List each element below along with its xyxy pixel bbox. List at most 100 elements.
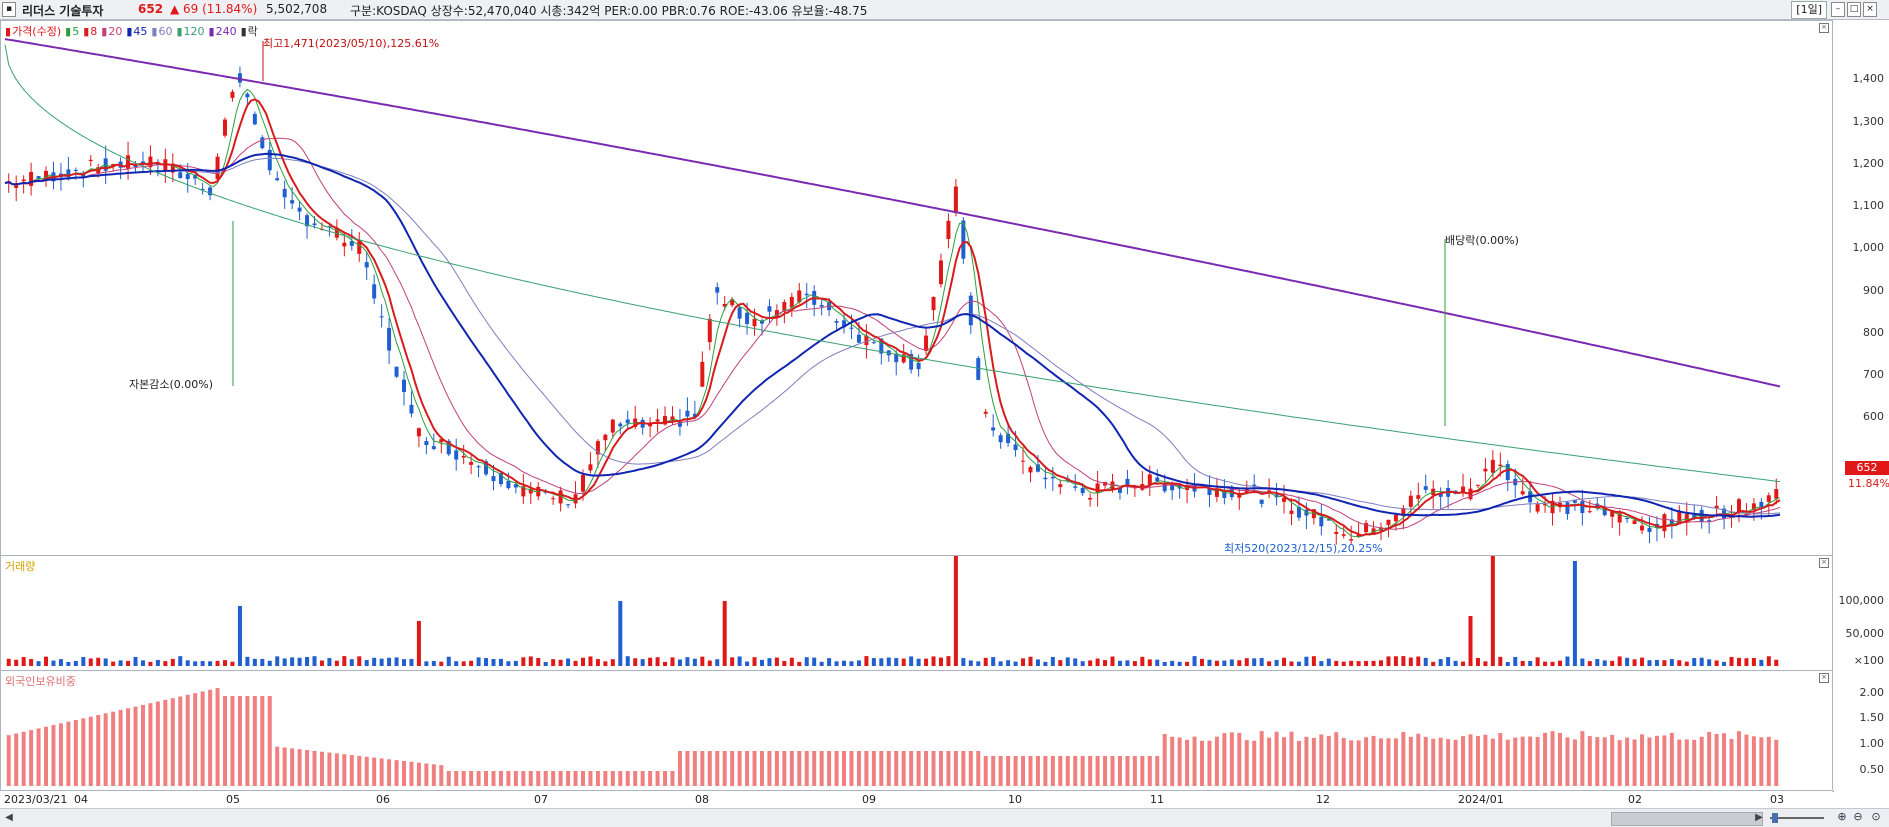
legend-item[interactable]: 60 (158, 25, 173, 38)
foreign-ratio-bar (1550, 731, 1555, 786)
maximize-icon[interactable]: □ (1847, 2, 1861, 17)
foreign-ratio-bar (909, 751, 914, 786)
price-pane[interactable]: ▮가격(수정) ▮5 ▮8 ▮20 ▮45 ▮60 ▮120 ▮240 ▮락 × 최고1,471… (0, 20, 1834, 557)
volume-bar (1513, 656, 1518, 666)
candle-body (931, 296, 936, 311)
foreign-ratio-bar (1125, 756, 1130, 786)
foreign-ratio-bar (1371, 735, 1376, 786)
volume-bar (282, 658, 287, 666)
scroll-thumb[interactable] (1611, 812, 1763, 826)
foreign-ownership-pane[interactable]: 외국인보유비중 × (0, 670, 1834, 792)
candle-body (1155, 477, 1160, 482)
date-axis-label: 2024/01 (1458, 793, 1504, 806)
foreign-ratio-bar (312, 750, 317, 786)
volume-bar (424, 661, 429, 666)
candle-body (1669, 519, 1674, 525)
legend-item[interactable]: 240 (215, 25, 237, 38)
foreign-axis[interactable]: 2.00 1.50 1.00 0.50 (1832, 670, 1889, 790)
candle-body (804, 293, 809, 296)
volume-bar (319, 660, 324, 666)
zoom-in-icon[interactable]: ⊕ (1837, 810, 1847, 823)
chart-scrollbar[interactable]: ◀ ▶ ⊕ ⊖ ⊙ (0, 808, 1889, 827)
timeframe-button[interactable]: [1일] (1791, 1, 1827, 19)
foreign-ratio-bar (871, 751, 876, 786)
foreign-axis-label: 0.50 (1859, 763, 1885, 776)
date-axis[interactable]: 2023/03/21 04 05 06 07 08 09 10 11 12 2024/01 02 03 (0, 790, 1832, 809)
price-axis-label: 600 (1863, 410, 1884, 423)
legend-item[interactable]: 20 (108, 25, 123, 38)
candle-body (1132, 487, 1137, 489)
volume-bar (1453, 660, 1458, 666)
volume-axis[interactable]: 100,000 50,000 ×100 (1832, 555, 1889, 670)
price-pane-close-icon[interactable]: × (1819, 23, 1829, 33)
foreign-ratio-bar (44, 726, 49, 786)
candle-body (14, 185, 19, 188)
candle-body (126, 155, 131, 170)
foreign-ratio-bar (924, 751, 929, 786)
price-axis[interactable]: 652 11.84% 1,400 1,300 1,200 1,100 1,000 900 8… (1832, 20, 1889, 555)
volume-bar (44, 656, 49, 666)
foreign-ratio-bar (700, 751, 705, 786)
volume-bar (1095, 658, 1100, 666)
scroll-left-icon[interactable]: ◀ (5, 812, 13, 823)
legend-item[interactable]: 45 (133, 25, 148, 38)
volume-bar (1580, 658, 1585, 666)
foreign-ratio-bar (506, 771, 511, 786)
candle-body (551, 498, 556, 500)
volume-bar (342, 656, 347, 666)
volume-bar (521, 657, 526, 666)
volume-bar (991, 657, 996, 666)
foreign-ratio-bar (774, 751, 779, 786)
legend-swatch: ▮ (208, 25, 215, 38)
volume-pane[interactable]: 거래량 × (0, 555, 1834, 672)
candle-body (1759, 501, 1764, 508)
volume-bar (1170, 660, 1175, 666)
candle-body (625, 419, 630, 424)
volume-pane-close-icon[interactable]: × (1819, 558, 1829, 568)
candle-body (707, 318, 712, 343)
volume-bar (73, 660, 78, 666)
legend-item[interactable]: 가격(수정) (12, 25, 62, 38)
candle-body (81, 174, 86, 177)
volume-bar (551, 659, 556, 666)
foreign-ratio-bar (1050, 756, 1055, 786)
candle-body (1714, 505, 1719, 509)
candle-body (998, 435, 1003, 443)
volume-bar (208, 661, 213, 666)
foreign-ratio-bar (916, 751, 921, 786)
legend-item[interactable]: 5 (72, 25, 80, 38)
volume-bar (1192, 656, 1197, 666)
candle-body (297, 207, 302, 212)
volume-bar (1572, 561, 1577, 666)
legend-swatch: ▮ (65, 25, 72, 38)
zoom-reset-icon[interactable]: ⊙ (1871, 810, 1881, 823)
window-menu-icon[interactable]: ▪ (2, 2, 16, 17)
scroll-right-icon[interactable]: ▶ (1755, 812, 1763, 823)
candle-body (558, 490, 563, 504)
volume-bar (1349, 660, 1354, 666)
candle-body (692, 413, 697, 418)
stock-name[interactable]: 리더스 기술투자 (22, 4, 104, 18)
foreign-ratio-bar (1155, 756, 1160, 786)
foreign-ratio-bar (782, 751, 787, 786)
candle-body (469, 461, 474, 465)
candle-body (752, 318, 757, 327)
foreign-pane-close-icon[interactable]: × (1819, 673, 1829, 683)
zoom-out-icon[interactable]: ⊖ (1853, 810, 1863, 823)
minimize-icon[interactable]: – (1831, 2, 1845, 17)
legend-item[interactable]: 락 (247, 25, 258, 38)
foreign-ratio-bar (1140, 756, 1145, 786)
candle-body (1013, 444, 1018, 451)
volume-bar (730, 657, 735, 666)
volume-bar (1475, 658, 1480, 666)
candle-body (722, 304, 727, 307)
legend-item[interactable]: 120 (183, 25, 205, 38)
foreign-ratio-bar (715, 751, 720, 786)
candle-body (73, 169, 78, 171)
candle-body (879, 338, 884, 354)
volume-bar (692, 658, 697, 666)
legend-item[interactable]: 8 (90, 25, 98, 38)
close-icon[interactable]: × (1863, 2, 1877, 17)
zoom-slider[interactable] (1768, 811, 1828, 825)
volume-bar (1222, 660, 1227, 666)
